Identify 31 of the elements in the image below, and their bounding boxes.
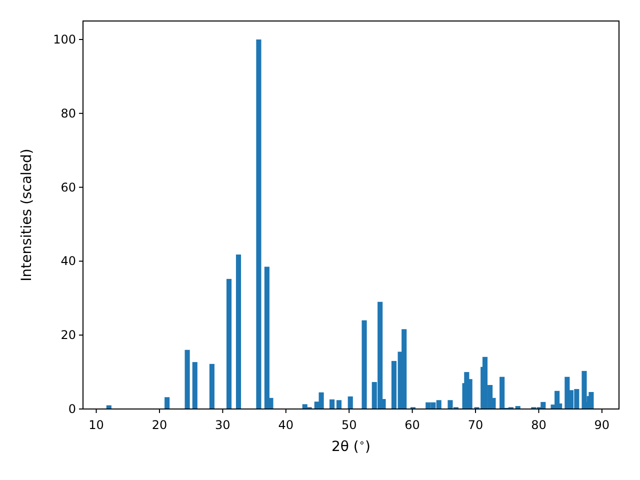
- y-tick-label: 80: [60, 106, 76, 120]
- bar: [226, 278, 232, 409]
- x-tick-label: 70: [468, 418, 484, 432]
- bar: [336, 400, 342, 409]
- x-tick-label: 80: [531, 418, 546, 432]
- bar: [256, 39, 262, 409]
- bar: [164, 397, 170, 409]
- bar: [348, 396, 353, 409]
- bar: [209, 364, 214, 409]
- bar: [184, 350, 190, 409]
- y-tick-label: 20: [60, 328, 76, 342]
- bar: [264, 266, 270, 409]
- y-axis-title: Intensities (scaled): [19, 148, 35, 282]
- y-tick-label: 100: [53, 32, 76, 46]
- bar: [330, 399, 335, 409]
- bar: [362, 320, 367, 409]
- x-tick-label: 60: [404, 418, 420, 432]
- x-tick-label: 90: [594, 418, 610, 432]
- y-tick-label: 60: [60, 180, 76, 194]
- x-tick-label: 20: [152, 418, 168, 432]
- x-tick-label: 40: [278, 418, 294, 432]
- x-axis-title: 2θ ($^{∘}$): [332, 438, 370, 455]
- y-tick-label: 0: [68, 402, 76, 416]
- y-tick-label: 40: [60, 254, 76, 268]
- bar: [318, 392, 324, 409]
- bar: [236, 254, 242, 409]
- x-tick-label: 50: [341, 418, 357, 432]
- x-tick-label: 10: [88, 418, 104, 432]
- bar: [500, 376, 505, 409]
- x-tick-label: 30: [215, 418, 230, 432]
- bar: [192, 362, 198, 409]
